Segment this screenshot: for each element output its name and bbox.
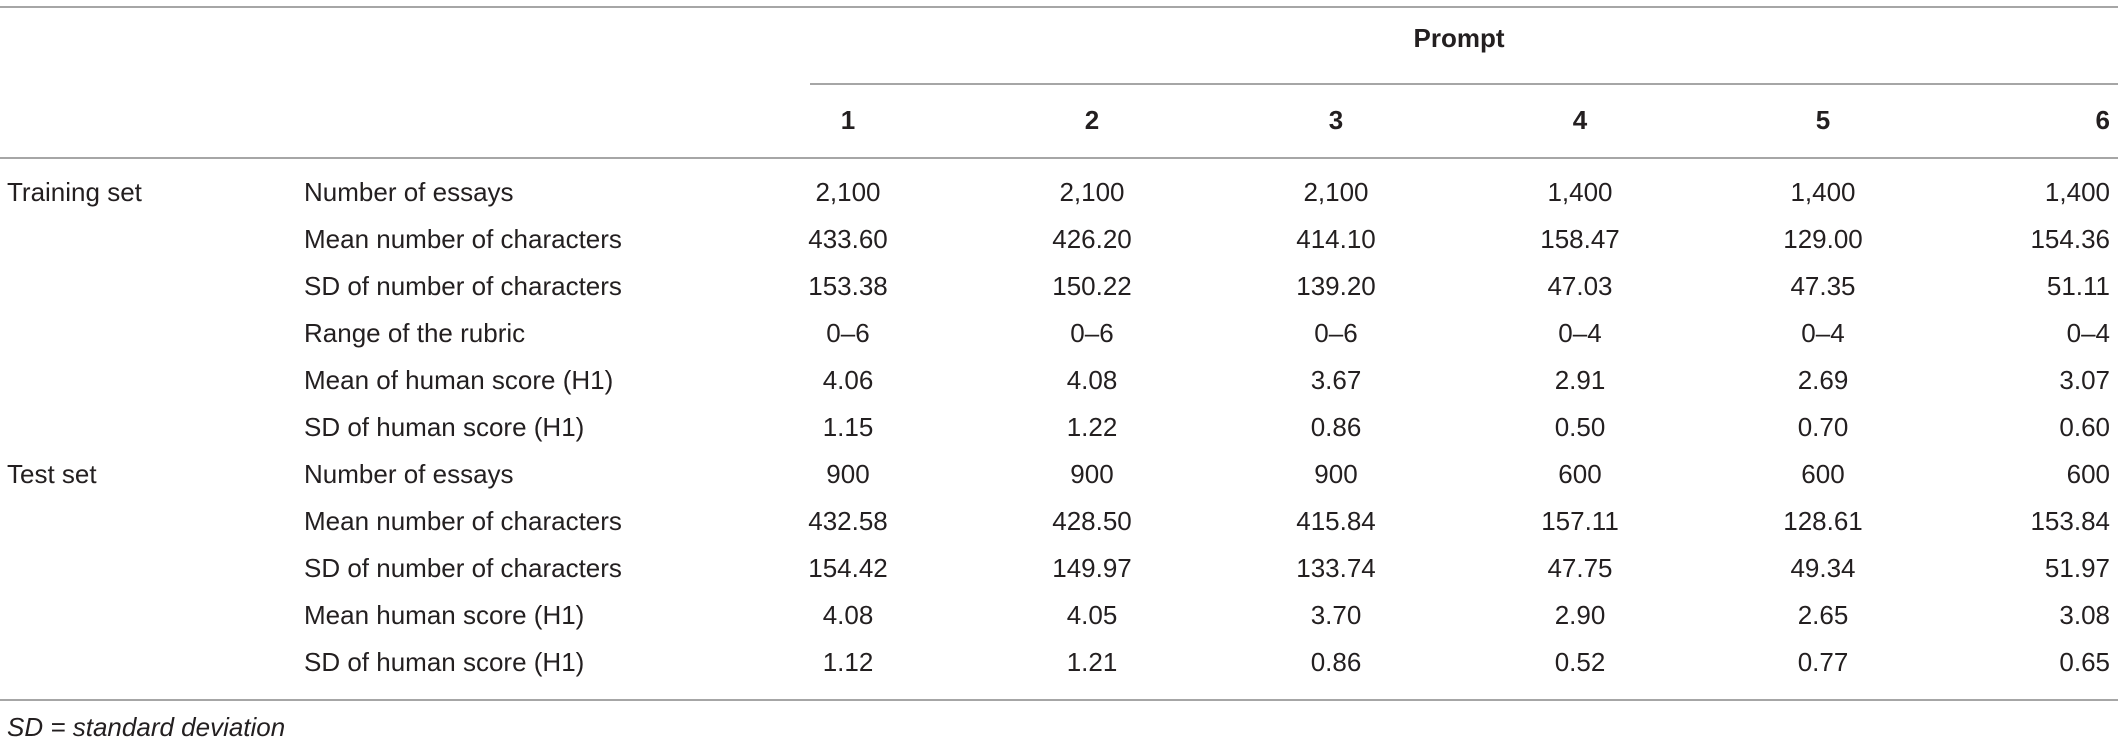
- cell: 51.97: [2045, 553, 2110, 583]
- cell: 2,100: [1303, 177, 1368, 207]
- cell: 128.61: [1783, 506, 1863, 536]
- cell: 153.38: [808, 271, 888, 301]
- row-label: SD of human score (H1): [304, 412, 584, 442]
- row-label: Mean of human score (H1): [304, 365, 613, 395]
- cell: 4.05: [1067, 600, 1118, 630]
- row-label: Mean number of characters: [304, 506, 622, 536]
- row-label: SD of human score (H1): [304, 647, 584, 677]
- cell: 1.12: [823, 647, 874, 677]
- cell: 2,100: [815, 177, 880, 207]
- row-label: Mean number of characters: [304, 224, 622, 254]
- section-label: Test set: [7, 459, 97, 489]
- cell: 150.22: [1052, 271, 1132, 301]
- cell: 2.90: [1555, 600, 1606, 630]
- cell: 0.52: [1555, 647, 1606, 677]
- cell: 415.84: [1296, 506, 1376, 536]
- column-header: 5: [1816, 105, 1830, 135]
- cell: 0.77: [1798, 647, 1849, 677]
- cell: 0.65: [2059, 647, 2110, 677]
- column-header: 3: [1329, 105, 1343, 135]
- cell: 1,400: [1547, 177, 1612, 207]
- column-header: 6: [2096, 105, 2110, 135]
- cell: 900: [1314, 459, 1357, 489]
- group-header: Prompt: [1414, 23, 1505, 53]
- cell: 129.00: [1783, 224, 1863, 254]
- cell: 426.20: [1052, 224, 1132, 254]
- column-header: 1: [841, 105, 855, 135]
- cell: 4.08: [823, 600, 874, 630]
- cell: 0–4: [1558, 318, 1601, 348]
- cell: 2,100: [1059, 177, 1124, 207]
- cell: 0.86: [1311, 412, 1362, 442]
- row-label: Range of the rubric: [304, 318, 525, 348]
- column-header: 4: [1573, 105, 1588, 135]
- cell: 154.42: [808, 553, 888, 583]
- table-note: SD = standard deviation: [7, 712, 285, 742]
- section-label: Training set: [7, 177, 143, 207]
- cell: 600: [1801, 459, 1844, 489]
- row-label: SD of number of characters: [304, 271, 622, 301]
- row-label: SD of number of characters: [304, 553, 622, 583]
- cell: 600: [2067, 459, 2110, 489]
- cell: 0–6: [1314, 318, 1357, 348]
- cell: 4.06: [823, 365, 874, 395]
- cell: 0–6: [826, 318, 869, 348]
- cell: 149.97: [1052, 553, 1132, 583]
- cell: 0.60: [2059, 412, 2110, 442]
- cell: 47.03: [1547, 271, 1612, 301]
- cell: 0–6: [1070, 318, 1113, 348]
- cell: 0.70: [1798, 412, 1849, 442]
- cell: 433.60: [808, 224, 888, 254]
- cell: 1,400: [2045, 177, 2110, 207]
- cell: 1.22: [1067, 412, 1118, 442]
- cell: 2.65: [1798, 600, 1849, 630]
- cell: 600: [1558, 459, 1601, 489]
- cell: 133.74: [1296, 553, 1376, 583]
- cell: 153.84: [2030, 506, 2110, 536]
- cell: 158.47: [1540, 224, 1620, 254]
- cell: 4.08: [1067, 365, 1118, 395]
- row-label: Mean human score (H1): [304, 600, 584, 630]
- cell: 3.08: [2059, 600, 2110, 630]
- cell: 139.20: [1296, 271, 1376, 301]
- cell: 47.75: [1547, 553, 1612, 583]
- cell: 154.36: [2030, 224, 2110, 254]
- cell: 414.10: [1296, 224, 1376, 254]
- row-label: Number of essays: [304, 459, 514, 489]
- cell: 1.21: [1067, 647, 1118, 677]
- cell: 900: [826, 459, 869, 489]
- cell: 0–4: [2067, 318, 2110, 348]
- cell: 2.69: [1798, 365, 1849, 395]
- cell: 0.50: [1555, 412, 1606, 442]
- cell: 157.11: [1541, 506, 1619, 536]
- cell: 428.50: [1052, 506, 1132, 536]
- cell: 2.91: [1555, 365, 1606, 395]
- cell: 3.67: [1311, 365, 1362, 395]
- column-header: 2: [1085, 105, 1099, 135]
- cell: 0.86: [1311, 647, 1362, 677]
- cell: 3.07: [2059, 365, 2110, 395]
- cell: 900: [1070, 459, 1113, 489]
- cell: 432.58: [808, 506, 888, 536]
- cell: 0–4: [1801, 318, 1844, 348]
- cell: 3.70: [1311, 600, 1362, 630]
- cell: 47.35: [1790, 271, 1855, 301]
- cell: 1.15: [823, 412, 874, 442]
- cell: 1,400: [1790, 177, 1855, 207]
- row-label: Number of essays: [304, 177, 514, 207]
- cell: 49.34: [1790, 553, 1855, 583]
- cell: 51.11: [2047, 271, 2110, 301]
